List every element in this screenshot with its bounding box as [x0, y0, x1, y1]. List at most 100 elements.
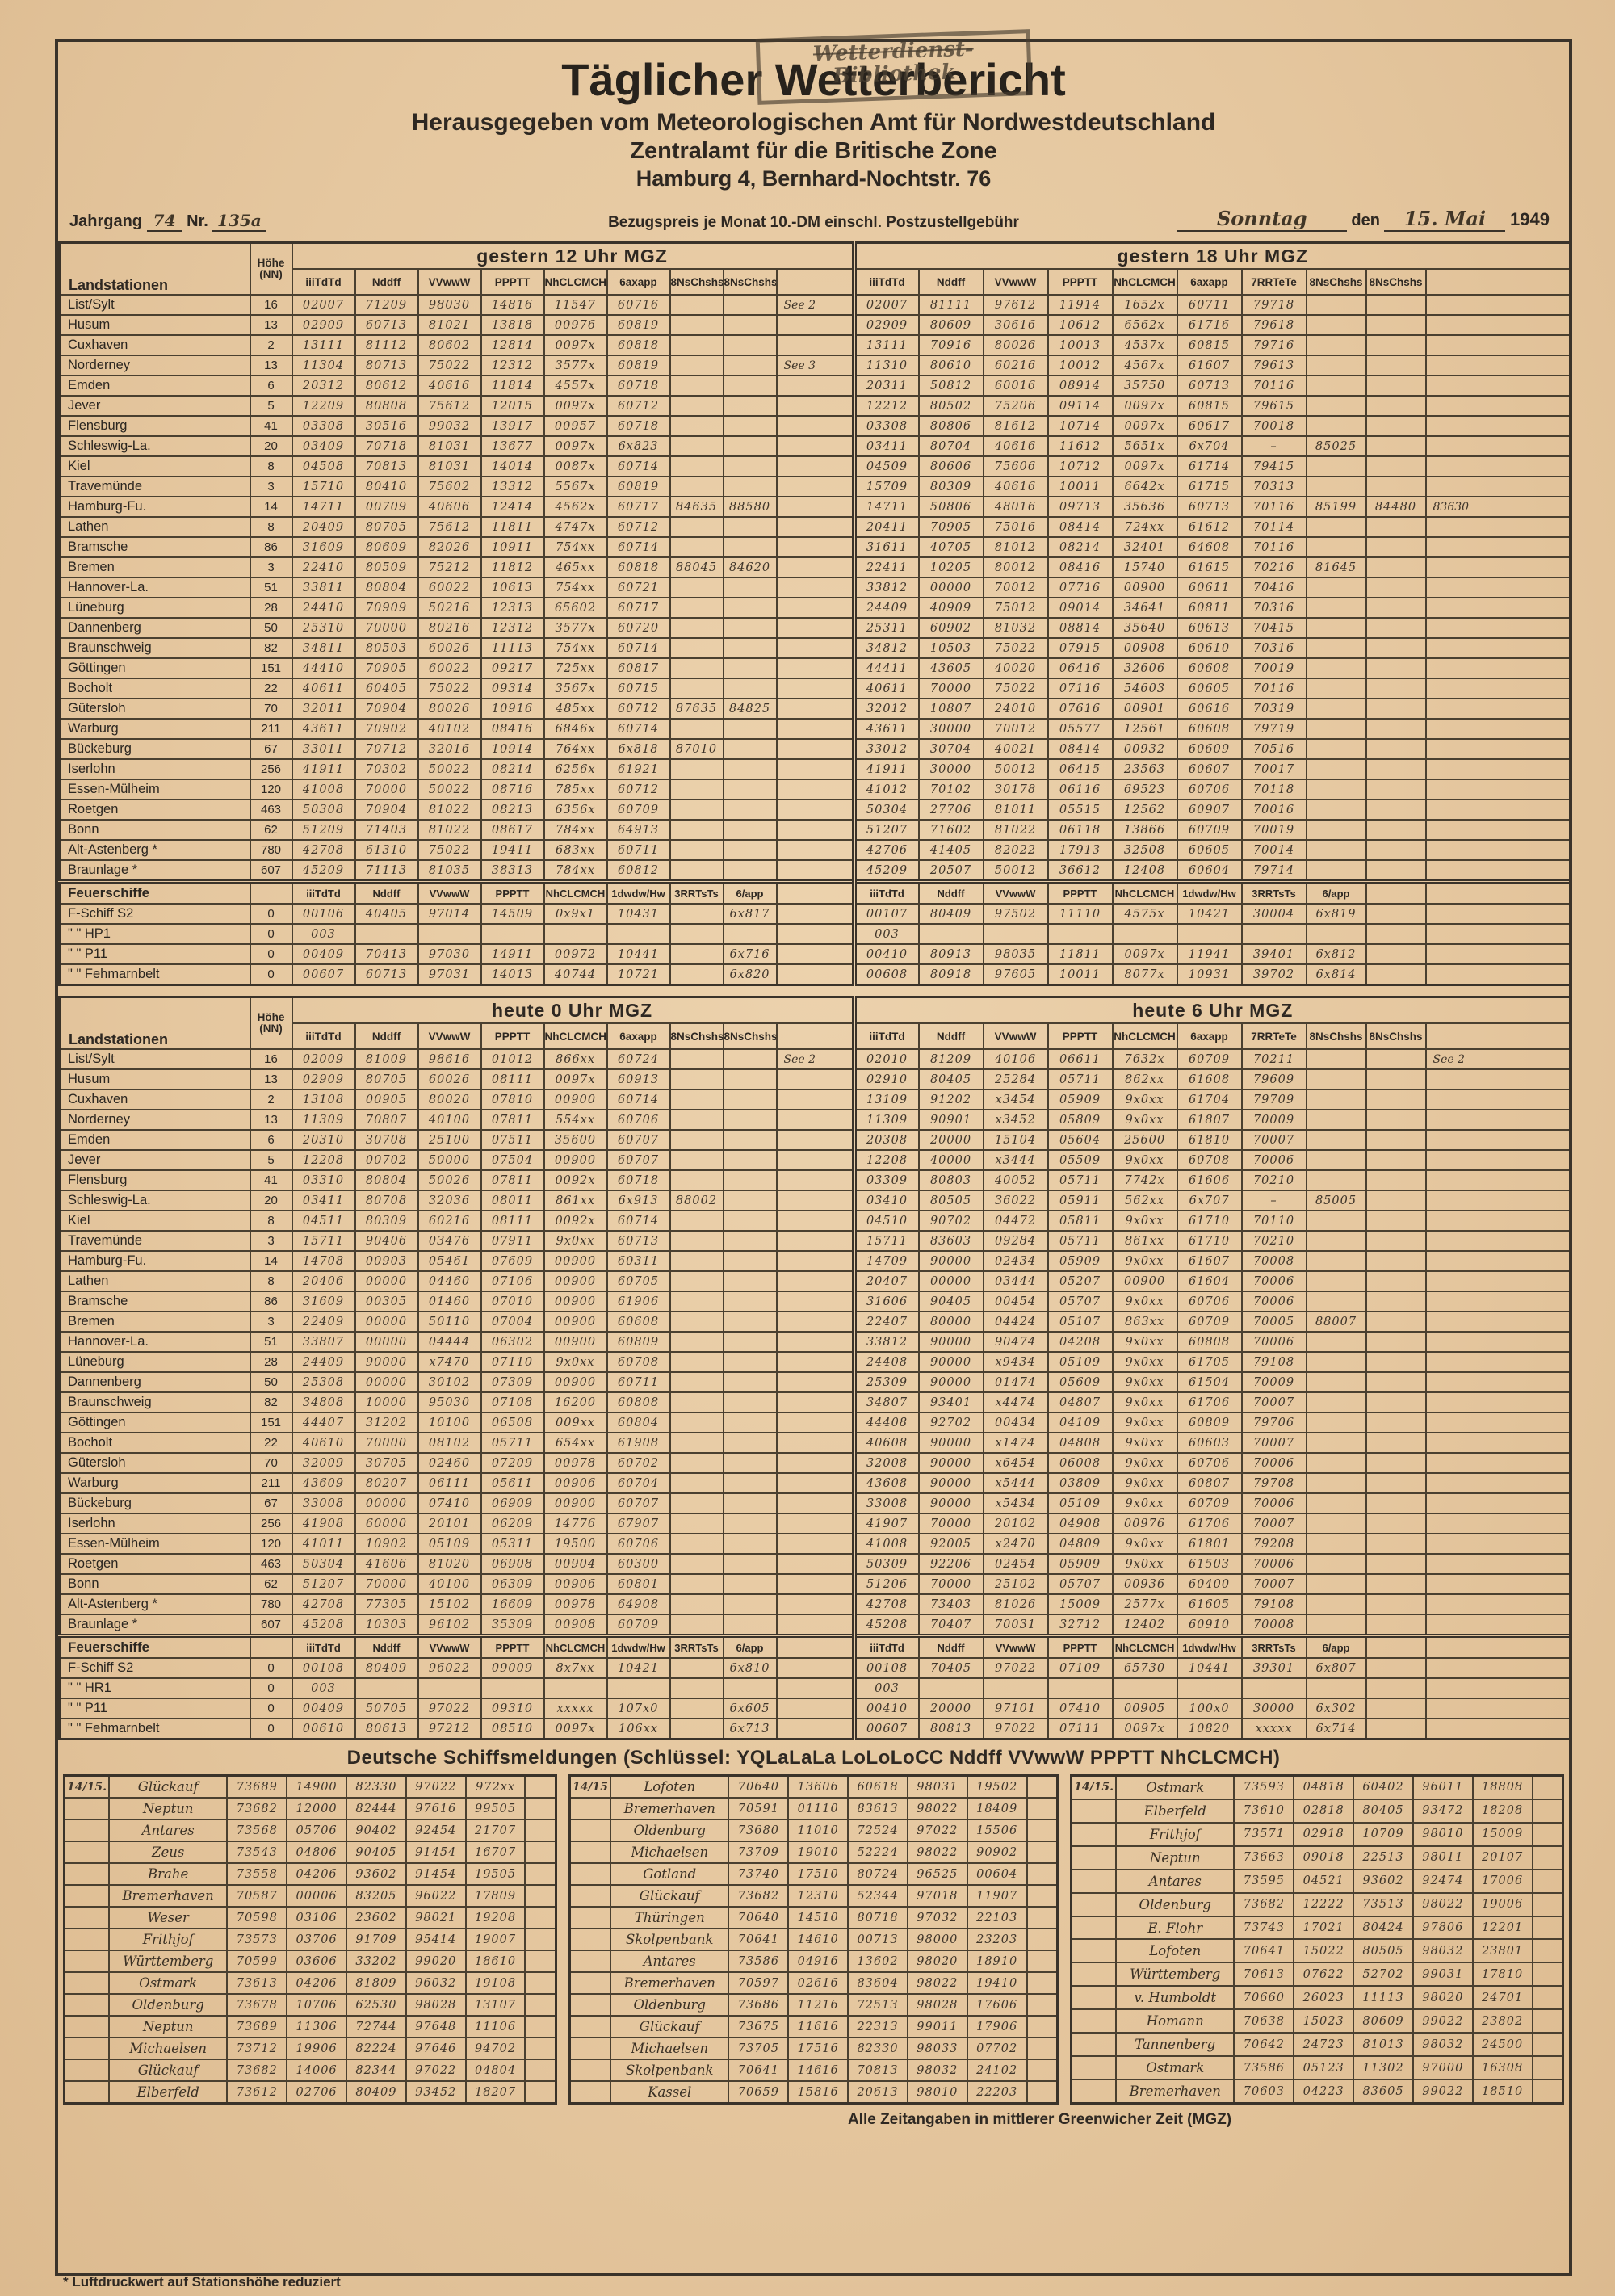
obs-value: 25310 — [291, 617, 356, 639]
obs-value: 90000 — [917, 1452, 984, 1474]
obs-remark — [775, 1472, 855, 1494]
lightship-col-header: 3RRTsTs — [669, 879, 724, 905]
obs-value: 79613 — [1240, 355, 1307, 376]
station-height: 5 — [249, 1149, 293, 1171]
ship-name: v. Humboldt — [1115, 1985, 1235, 2011]
ship-blank-cell — [524, 1928, 557, 1951]
ship-obs-value: 80505 — [1353, 1938, 1414, 1964]
station-height: 120 — [249, 779, 293, 800]
obs-value: 11310 — [851, 355, 920, 376]
station-name: Flensburg — [58, 415, 251, 437]
obs-value: 24409 — [291, 1351, 356, 1373]
obs-value: 61706 — [1176, 1513, 1243, 1534]
ship-obs-value: 24723 — [1293, 2032, 1355, 2058]
obs-remark: See 3 — [775, 355, 855, 376]
lightship-col-header: 1dwdw/Hw — [1176, 1634, 1243, 1659]
lightship-name: F-Schiff S2 — [58, 1657, 251, 1679]
obs-value: 00905 — [1111, 1698, 1178, 1719]
obs-value: 02910 — [851, 1068, 920, 1090]
ship-obs-value: 90405 — [346, 1841, 407, 1864]
obs-value: 25100 — [417, 1129, 482, 1151]
ship-obs-value: 83205 — [346, 1884, 407, 1908]
obs-value: 99032 — [417, 415, 482, 437]
obs-value: 97502 — [982, 903, 1049, 925]
station-height: 3 — [249, 476, 293, 497]
obs-value — [1305, 536, 1367, 558]
ship-obs-value: 73593 — [1233, 1774, 1295, 1800]
obs-value: 40102 — [417, 718, 482, 740]
col-header: iiiTdTd — [851, 1022, 920, 1050]
station-height: 82 — [249, 1391, 293, 1413]
ship-obs-value: 70640 — [728, 1774, 790, 1799]
obs-value: 80606 — [917, 455, 984, 477]
obs-value: 0097x — [543, 435, 608, 457]
ship-obs-value: 972xx — [464, 1774, 526, 1799]
obs-value — [669, 1068, 724, 1090]
obs-value: 75022 — [417, 678, 482, 699]
obs-value: 60713 — [1176, 496, 1243, 518]
ship-obs-value: 97648 — [405, 2015, 467, 2038]
obs-value: 20000 — [917, 1129, 984, 1151]
ship-obs-value: 13602 — [847, 1950, 908, 1973]
ship-obs-value: 15009 — [1471, 1821, 1533, 1847]
obs-value: 61504 — [1176, 1371, 1243, 1393]
obs-value: 60721 — [606, 577, 671, 598]
obs-value: 90406 — [354, 1230, 419, 1252]
obs-value: 50216 — [417, 597, 482, 619]
obs-value: 31611 — [851, 536, 920, 558]
obs-value: 10721 — [606, 963, 671, 986]
station-row: Essen-Mülheim 120 41011 10902 05109 05311 1950… — [58, 1533, 1571, 1555]
station-row: Travemünde 3 15710 80410 75602 13312 5567x 6081… — [58, 476, 1571, 497]
lightship-col-header: PPPTT — [1047, 1634, 1114, 1659]
obs-value — [722, 1492, 778, 1514]
obs-value: 40744 — [543, 963, 608, 986]
station-name: Kiel — [58, 1210, 251, 1232]
obs-value — [1365, 1311, 1427, 1333]
obs-value: 05707 — [1047, 1573, 1114, 1595]
obs-value: 43611 — [291, 718, 356, 740]
obs-remark — [1424, 617, 1571, 639]
obs-value: 107x0 — [606, 1698, 671, 1719]
lightship-row: " " P11 0 00409 70413 97030 14911 00972 10441 6x… — [58, 943, 1571, 965]
ship-name: Neptun — [107, 1797, 229, 1820]
ship-obs-value: 11113 — [1353, 1985, 1414, 2011]
obs-value: 00000 — [354, 1270, 419, 1292]
obs-remark — [775, 375, 855, 397]
ship-blank-cell — [1026, 1906, 1059, 1929]
ship-row: Ostmark 73613 04206 81809 96032 19108 — [63, 1971, 557, 1995]
ship-blank-cell — [524, 2015, 557, 2038]
station-name: Warburg — [58, 1472, 251, 1494]
station-height: 256 — [249, 758, 293, 780]
station-row: Kiel 8 04508 70813 81031 14014 0087x 60714 04509… — [58, 455, 1571, 477]
station-row: Lüneburg 28 24410 70909 50216 12313 65602 60717… — [58, 597, 1571, 619]
obs-value: 80613 — [354, 1718, 419, 1740]
lightship-row: " " HR1 0 003 003 — [58, 1677, 1571, 1699]
ship-obs-value: 73678 — [226, 1993, 288, 2017]
obs-remark — [775, 1412, 855, 1433]
ship-blank-cell — [524, 1884, 557, 1908]
obs-value: 90000 — [917, 1250, 984, 1272]
ship-row: Elberfeld 73610 02818 80405 93472 18208 — [1070, 1798, 1564, 1824]
ship-obs-value: 73558 — [226, 1862, 288, 1886]
obs-value: 562xx — [1111, 1190, 1178, 1211]
obs-value: 01012 — [480, 1048, 545, 1070]
col-header: VVwwW — [982, 1022, 1049, 1050]
obs-value: 80813 — [917, 1718, 984, 1740]
obs-value — [982, 923, 1049, 945]
ship-obs-value: 98021 — [405, 1906, 467, 1929]
obs-value: 07109 — [1047, 1657, 1114, 1679]
obs-remark — [1424, 1533, 1571, 1555]
obs-value — [1365, 1657, 1427, 1679]
obs-value: 9x0xx — [1111, 1553, 1178, 1575]
obs-value: 14911 — [480, 943, 545, 965]
obs-value — [669, 779, 724, 800]
obs-value: 75612 — [417, 516, 482, 538]
obs-value: 15740 — [1111, 556, 1178, 578]
obs-value: 09009 — [480, 1657, 545, 1679]
station-name: Braunschweig — [58, 637, 251, 659]
obs-value: 41405 — [917, 839, 984, 861]
obs-value: 60608 — [1176, 657, 1243, 679]
obs-value: 92005 — [917, 1533, 984, 1555]
col-header — [775, 1022, 855, 1050]
obs-value: 02460 — [417, 1452, 482, 1474]
